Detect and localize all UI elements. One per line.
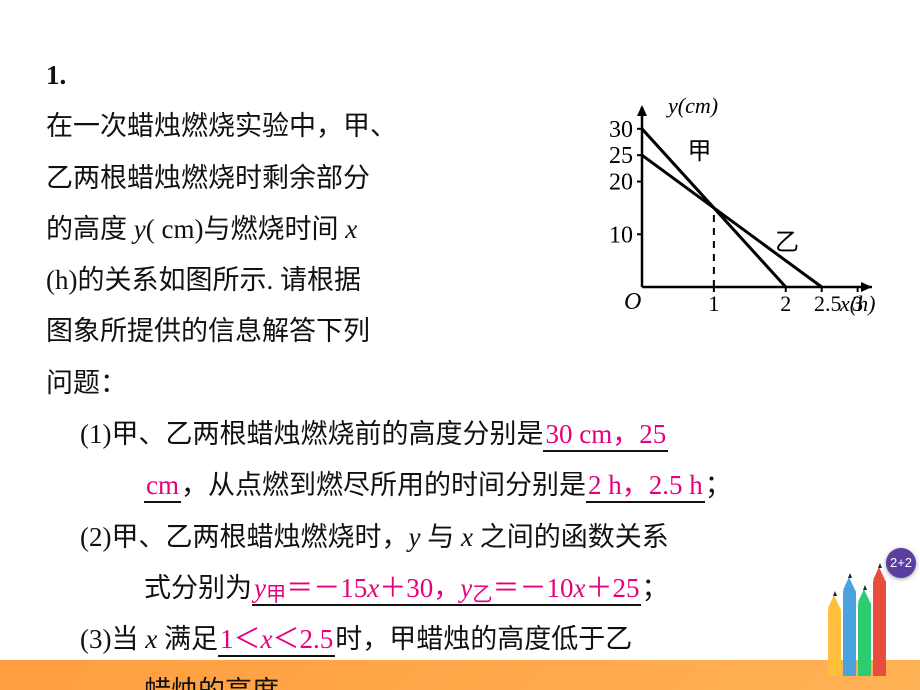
q2-line1: (2)甲、乙两根蜡烛燃烧时，y 与 x 之间的函数关系 xyxy=(80,522,669,552)
problem-body: 在一次蜡烛燃烧实验中，甲、 乙两根蜡烛燃烧时剩余部分 的高度 y( cm)与燃烧… xyxy=(46,101,884,409)
q3-answer: 1＜x＜2.5 xyxy=(218,624,335,657)
svg-text:2.5: 2.5 xyxy=(814,291,842,316)
stem-line: 在一次蜡烛燃烧实验中，甲、 xyxy=(46,111,397,141)
stem-line: 问题： xyxy=(46,368,127,398)
svg-text:25: 25 xyxy=(609,143,633,169)
q3-mid: 时，甲蜡烛的高度低于乙 xyxy=(335,624,632,654)
badge-text: 2+2 xyxy=(890,555,912,570)
svg-text:2: 2 xyxy=(780,291,791,316)
question-3: (3)当 x 满足1＜x＜2.5时，甲蜡烛的高度低于乙 xyxy=(80,614,918,665)
q2-suffix: ； xyxy=(641,573,668,603)
stem-text: 在一次蜡烛燃烧实验中，甲、 乙两根蜡烛燃烧时剩余部分 的高度 y( cm)与燃烧… xyxy=(46,101,556,409)
problem-number: 1. xyxy=(46,50,80,101)
svg-text:x(h): x(h) xyxy=(839,291,875,316)
q1-answer-b: 2 h，2.5 h xyxy=(586,470,705,503)
question-1: (1)甲、乙两根蜡烛燃烧前的高度分别是30 cm，25 xyxy=(80,409,918,460)
svg-text:1: 1 xyxy=(708,291,719,316)
svg-text:30: 30 xyxy=(609,117,633,143)
slide-background: 1. 在一次蜡烛燃烧实验中，甲、 乙两根蜡烛燃烧时剩余部分 的高度 y( cm)… xyxy=(0,0,920,690)
svg-text:20: 20 xyxy=(609,170,633,196)
q1-text: (1)甲、乙两根蜡烛燃烧前的高度分别是 xyxy=(80,419,543,449)
svg-text:甲: 甲 xyxy=(688,139,712,165)
stem-line: (h)的关系如图所示. 请根据 xyxy=(46,265,361,295)
content-card: 1. 在一次蜡烛燃烧实验中，甲、 乙两根蜡烛燃烧时剩余部分 的高度 y( cm)… xyxy=(0,0,920,660)
q1-suffix: ； xyxy=(705,470,732,500)
q1-answer-a: 30 cm，25 xyxy=(543,419,668,452)
q2-prefix: 式分别为 xyxy=(144,573,252,603)
pencils-decoration xyxy=(828,570,898,676)
candle-chart: 10202530122.53Oy(cm)x(h)甲乙 xyxy=(584,97,884,317)
stem-line: 乙两根蜡烛燃烧时剩余部分 xyxy=(46,163,370,193)
q1-answer-a2: cm xyxy=(144,470,181,503)
question-2-line2: 式分别为y甲＝－15x＋30，y乙＝－10x＋25； xyxy=(80,563,920,614)
svg-text:10: 10 xyxy=(609,223,633,249)
q2-answer: y甲＝－15x＋30，y乙＝－10x＋25 xyxy=(252,573,641,606)
problem-content: 1. 在一次蜡烛燃烧实验中，甲、 乙两根蜡烛燃烧时剩余部分 的高度 y( cm)… xyxy=(46,50,884,690)
question-1-line2: cm，从点燃到燃尽所用的时间分别是2 h，2.5 h； xyxy=(80,460,920,511)
q1-mid: ，从点燃到燃尽所用的时间分别是 xyxy=(181,470,586,500)
svg-text:乙: 乙 xyxy=(775,230,799,256)
stem-line: 的高度 y( cm)与燃烧时间 x xyxy=(46,214,357,244)
question-3-line2: 蜡烛的高度. xyxy=(80,666,920,690)
svg-text:y(cm): y(cm) xyxy=(666,97,718,118)
stem-line: 图象所提供的信息解答下列 xyxy=(46,316,370,346)
question-2: (2)甲、乙两根蜡烛燃烧时，y 与 x 之间的函数关系 xyxy=(80,512,918,563)
q3-line2: 蜡烛的高度. xyxy=(144,676,286,690)
svg-text:O: O xyxy=(624,289,641,315)
q3-prefix: (3)当 x 满足 xyxy=(80,624,218,654)
